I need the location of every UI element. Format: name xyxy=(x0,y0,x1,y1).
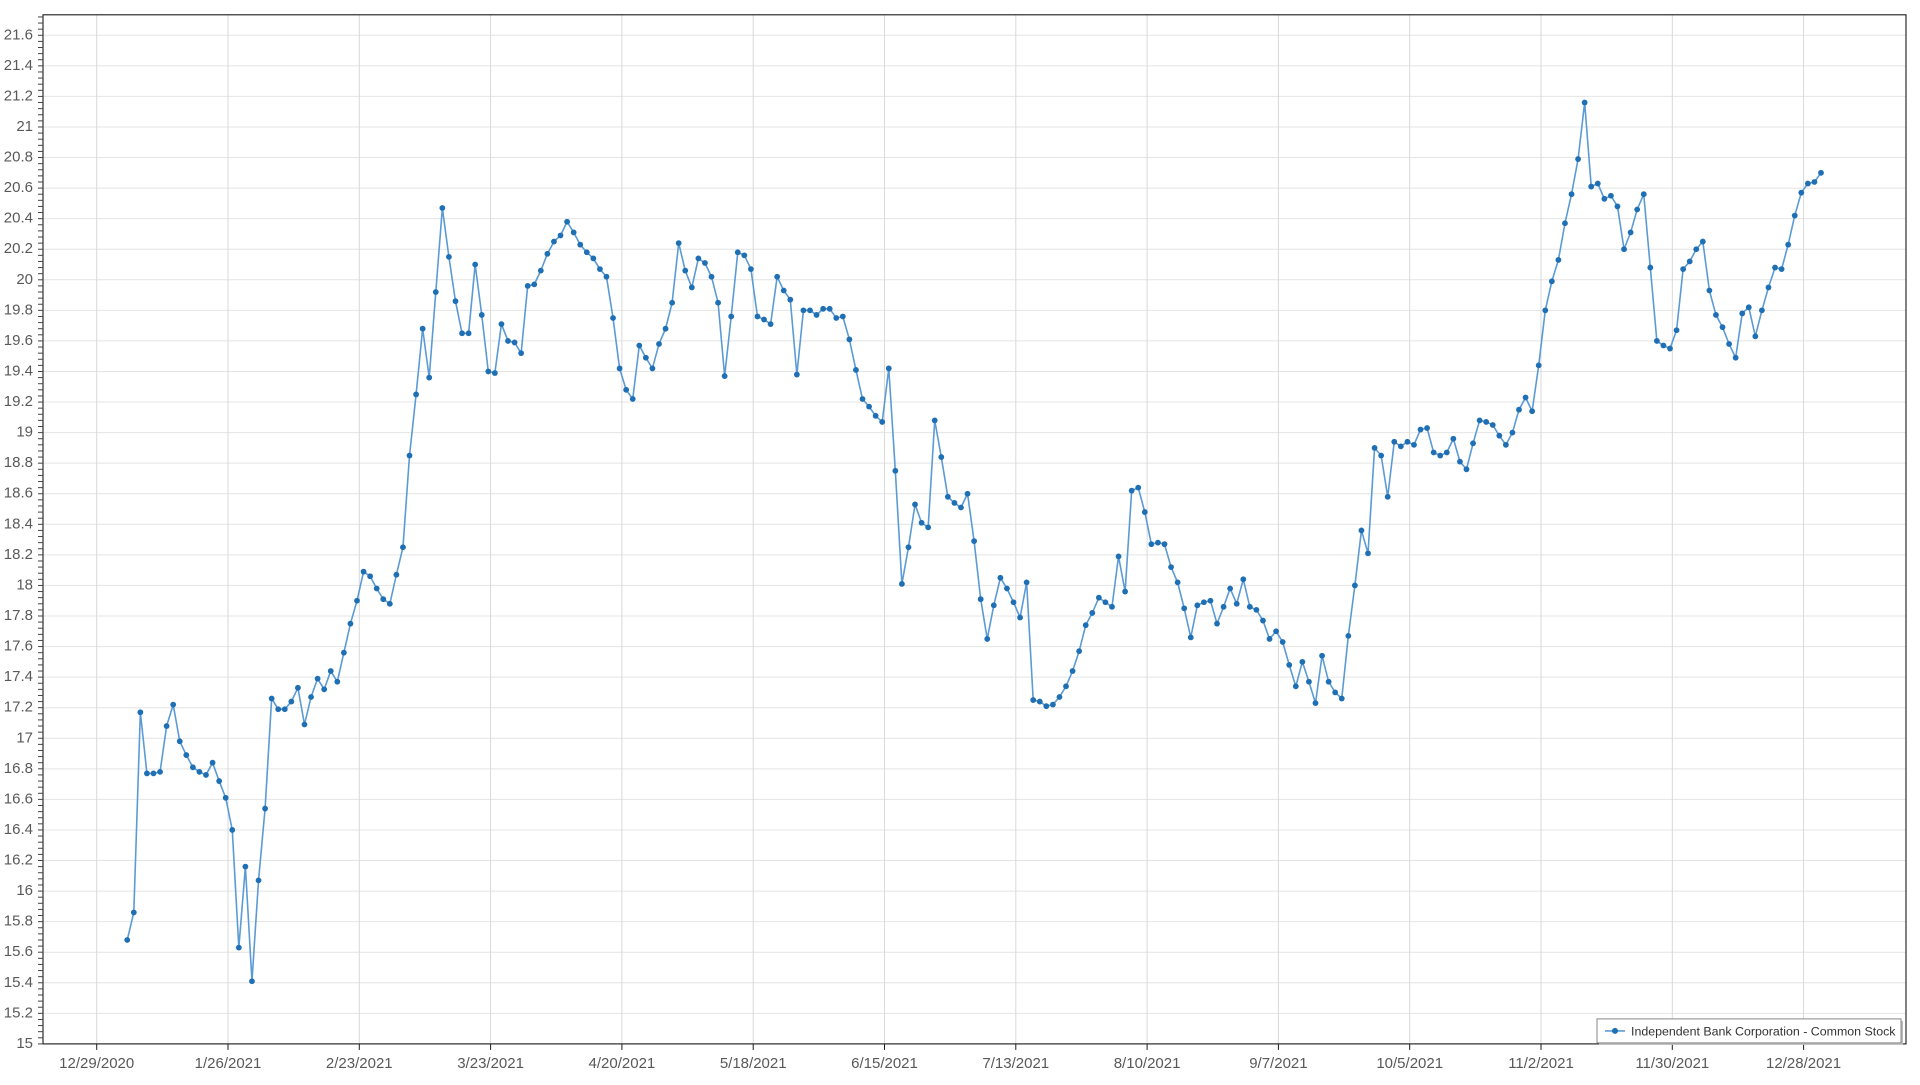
svg-text:6/15/2021: 6/15/2021 xyxy=(851,1055,918,1072)
svg-text:19.4: 19.4 xyxy=(4,362,33,379)
svg-text:16.4: 16.4 xyxy=(4,821,33,838)
svg-text:21.4: 21.4 xyxy=(4,57,33,74)
svg-text:18.6: 18.6 xyxy=(4,485,33,502)
svg-text:21.6: 21.6 xyxy=(4,26,33,43)
svg-text:9/7/2021: 9/7/2021 xyxy=(1249,1055,1307,1072)
svg-text:15.6: 15.6 xyxy=(4,943,33,960)
svg-text:18: 18 xyxy=(16,576,33,593)
svg-text:20: 20 xyxy=(16,271,33,288)
svg-text:5/18/2021: 5/18/2021 xyxy=(720,1055,787,1072)
svg-text:19: 19 xyxy=(16,424,33,441)
svg-text:10/5/2021: 10/5/2021 xyxy=(1376,1055,1443,1072)
svg-text:21.2: 21.2 xyxy=(4,87,33,104)
svg-text:15.8: 15.8 xyxy=(4,913,33,930)
svg-text:18.2: 18.2 xyxy=(4,546,33,563)
svg-text:8/10/2021: 8/10/2021 xyxy=(1114,1055,1181,1072)
svg-text:4/20/2021: 4/20/2021 xyxy=(589,1055,656,1072)
svg-text:19.6: 19.6 xyxy=(4,332,33,349)
svg-text:16.2: 16.2 xyxy=(4,852,33,869)
svg-text:19.8: 19.8 xyxy=(4,301,33,318)
svg-text:20.6: 20.6 xyxy=(4,179,33,196)
svg-text:17.8: 17.8 xyxy=(4,607,33,624)
svg-text:17: 17 xyxy=(16,729,33,746)
svg-text:17.6: 17.6 xyxy=(4,638,33,655)
svg-text:1/26/2021: 1/26/2021 xyxy=(195,1055,262,1072)
svg-text:16.8: 16.8 xyxy=(4,760,33,777)
svg-text:15.2: 15.2 xyxy=(4,1004,33,1021)
svg-text:20.4: 20.4 xyxy=(4,210,33,227)
svg-text:12/28/2021: 12/28/2021 xyxy=(1766,1055,1841,1072)
svg-text:20.2: 20.2 xyxy=(4,240,33,257)
svg-text:16.6: 16.6 xyxy=(4,790,33,807)
svg-text:21: 21 xyxy=(16,118,33,135)
svg-text:15.4: 15.4 xyxy=(4,974,33,991)
svg-text:2/23/2021: 2/23/2021 xyxy=(326,1055,393,1072)
svg-text:12/29/2020: 12/29/2020 xyxy=(59,1055,134,1072)
svg-text:7/13/2021: 7/13/2021 xyxy=(982,1055,1049,1072)
svg-text:18.8: 18.8 xyxy=(4,454,33,471)
svg-text:16: 16 xyxy=(16,882,33,899)
svg-text:17.4: 17.4 xyxy=(4,668,33,685)
svg-text:17.2: 17.2 xyxy=(4,699,33,716)
svg-text:11/2/2021: 11/2/2021 xyxy=(1508,1055,1574,1072)
svg-text:15: 15 xyxy=(16,1035,33,1052)
svg-text:3/23/2021: 3/23/2021 xyxy=(457,1055,524,1072)
svg-text:11/30/2021: 11/30/2021 xyxy=(1635,1055,1709,1072)
svg-text:20.8: 20.8 xyxy=(4,149,33,166)
svg-text:19.2: 19.2 xyxy=(4,393,33,410)
svg-text:Independent Bank Corporation -: Independent Bank Corporation - Common St… xyxy=(1631,1024,1896,1038)
svg-text:18.4: 18.4 xyxy=(4,515,33,532)
